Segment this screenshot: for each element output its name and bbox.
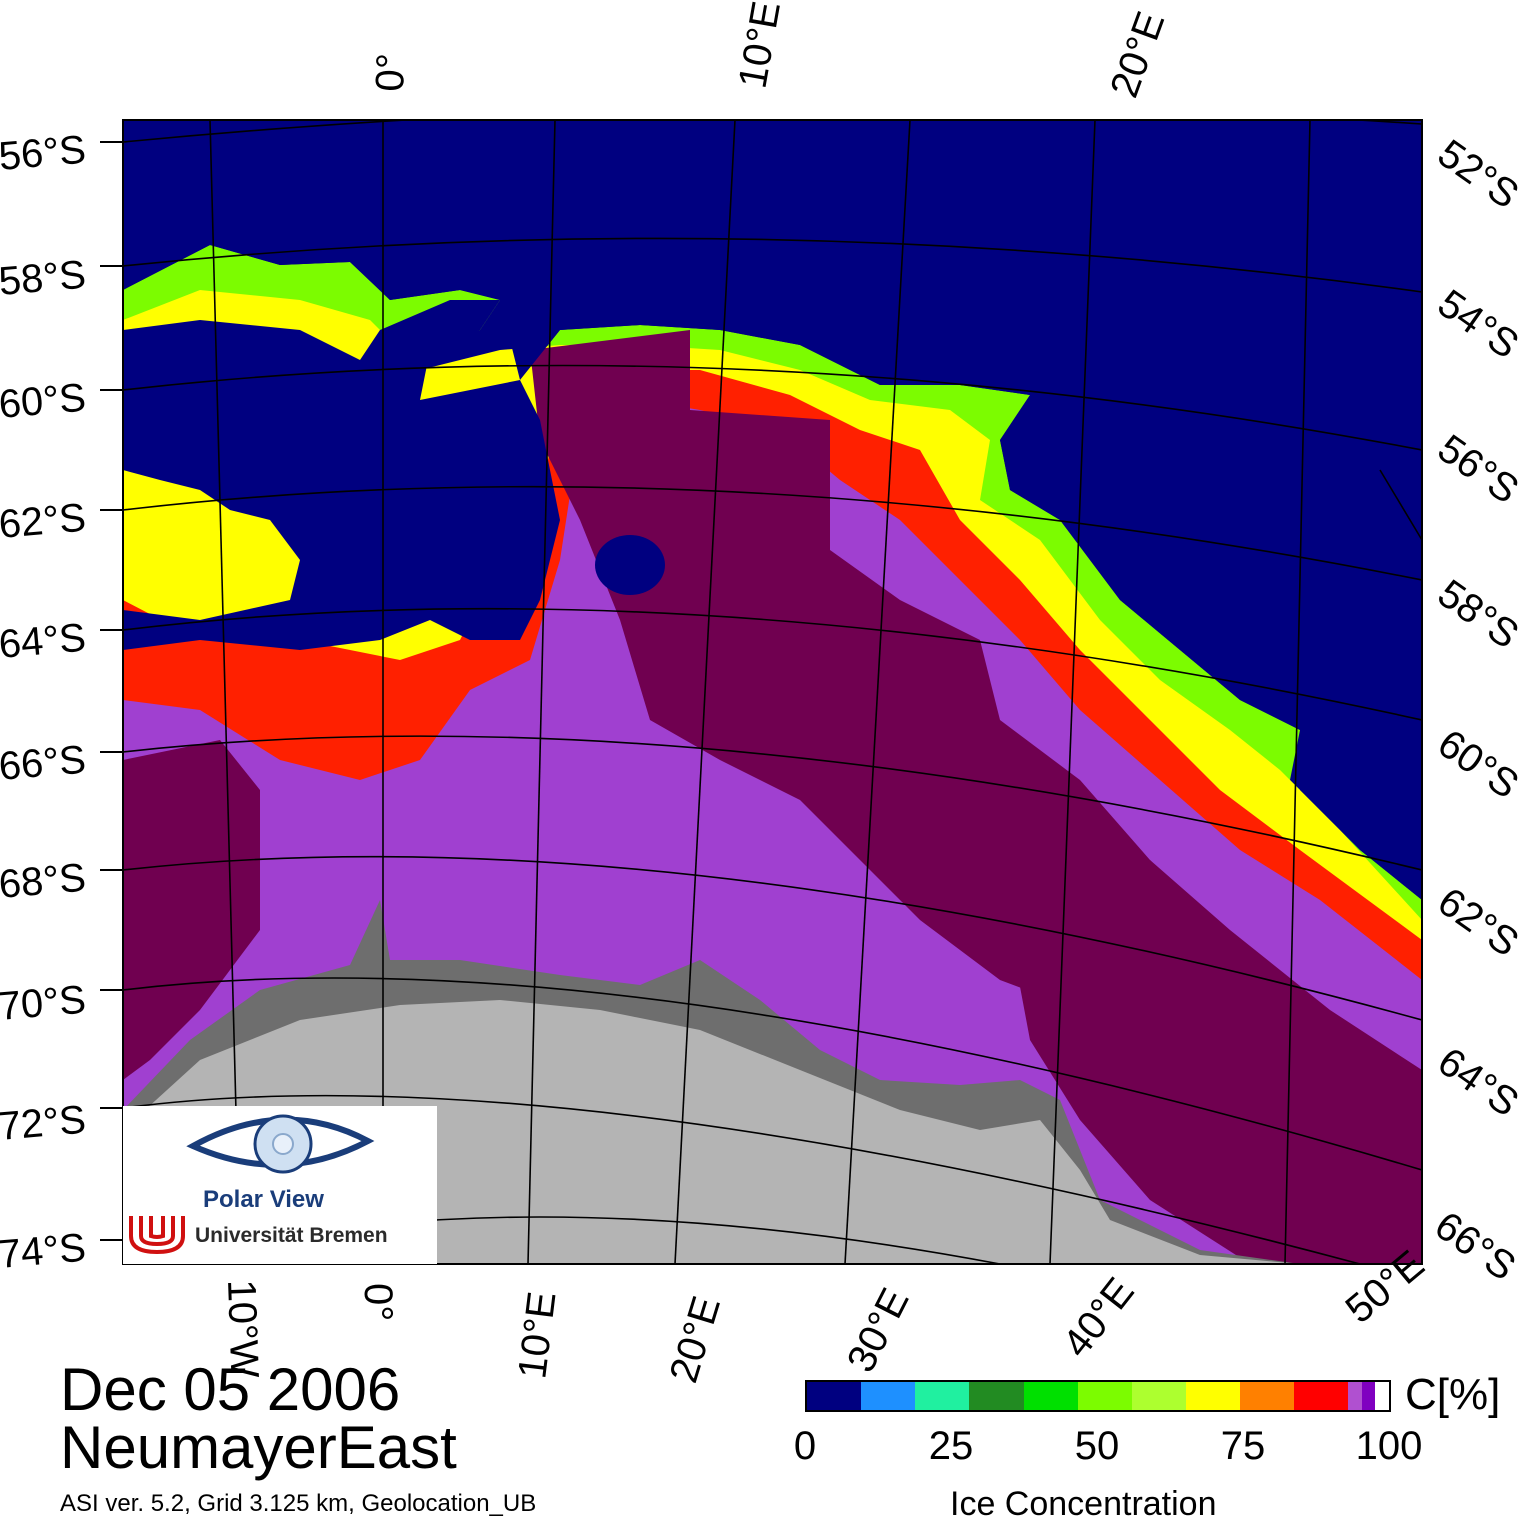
map-date: Dec 05 2006 <box>60 1356 401 1423</box>
eye-icon <box>186 1114 375 1174</box>
lat-label: 66°S <box>1427 1203 1524 1289</box>
lat-label: 54°S <box>1430 281 1527 367</box>
ice-full-pack <box>123 740 260 1080</box>
lon-label: 30°E <box>839 1281 918 1379</box>
colorbar-swatch <box>915 1382 970 1410</box>
lon-label: 0° <box>368 53 413 93</box>
colorbar-tick: 100 <box>1355 1424 1423 1468</box>
open-ocean <box>123 120 1422 900</box>
lat-label: 56°S <box>0 128 88 179</box>
lat-label: 66°S <box>0 738 88 789</box>
polar-view-logo: Polar View Universität Bremen <box>123 1106 437 1264</box>
open-water-polynya <box>595 535 665 595</box>
colorbar <box>805 1380 1391 1412</box>
lat-labels-left: 56°S 58°S 60°S 62°S 64°S 66°S 68°S 70°S … <box>0 128 88 1277</box>
lon-labels-top: 0° 10°E 20°E <box>368 0 1173 103</box>
lon-label: 20°E <box>662 1291 730 1387</box>
colorbar-swatch <box>807 1382 862 1410</box>
colorbar-swatch <box>861 1382 916 1410</box>
lat-label: 62°S <box>1430 879 1527 965</box>
lat-label: 62°S <box>0 496 88 547</box>
lat-label: 58°S <box>1430 571 1527 657</box>
lat-label: 64°S <box>1430 1039 1527 1125</box>
lat-label: 56°S <box>1430 426 1527 512</box>
colorbar-swatch <box>1023 1382 1078 1410</box>
colorbar-swatch <box>1131 1382 1186 1410</box>
colorbar-swatch <box>1348 1382 1362 1410</box>
colorbar-swatch <box>1185 1382 1241 1410</box>
lon-label: 10°E <box>510 1289 564 1381</box>
colorbar-legend: C[%] 0 25 50 75 100 Ice Concentration <box>794 1370 1500 1523</box>
colorbar-swatch <box>1240 1382 1295 1410</box>
graticule <box>123 120 1422 1264</box>
lat-label: 74°S <box>0 1226 88 1277</box>
colorbar-tick: 25 <box>928 1424 974 1468</box>
map-frame <box>122 119 1423 1265</box>
lon-label: 0° <box>356 1283 400 1321</box>
open-water-polynya <box>123 300 560 650</box>
lat-labels-right: 52°S 54°S 56°S 58°S 60°S 62°S 64°S 66°S <box>1427 131 1527 1289</box>
colorbar-tick: 0 <box>793 1424 817 1468</box>
lat-label: 70°S <box>0 978 88 1029</box>
lon-label: 10°E <box>731 0 789 92</box>
region-name: NeumayerEast <box>60 1414 457 1481</box>
colorbar-swatch <box>1375 1382 1389 1410</box>
logo-title: Polar View <box>203 1186 324 1213</box>
lon-label: 40°E <box>1054 1270 1142 1366</box>
colorbar-swatch <box>1077 1382 1132 1410</box>
lat-label: 60°S <box>0 376 88 427</box>
lon-label: 20°E <box>1102 6 1173 103</box>
lat-label: 68°S <box>0 856 88 907</box>
lat-label: 72°S <box>0 1098 88 1149</box>
colorbar-swatch <box>1361 1382 1376 1410</box>
lon-label: 10°W <box>219 1279 266 1379</box>
colorbar-unit: C[%] <box>1405 1370 1501 1419</box>
colorbar-tick: 50 <box>1074 1424 1120 1468</box>
logo-org: Universität Bremen <box>195 1224 388 1247</box>
colorbar-ticks: 0 25 50 75 100 <box>794 1424 1423 1474</box>
lat-label: 64°S <box>0 616 88 667</box>
lat-label: 58°S <box>0 253 88 304</box>
lat-label: 60°S <box>1430 721 1527 807</box>
colorbar-swatch <box>969 1382 1024 1410</box>
university-bremen-icon <box>129 1216 185 1254</box>
colorbar-title: Ice Concentration <box>950 1485 1217 1523</box>
credits-text: ASI ver. 5.2, Grid 3.125 km, Geolocation… <box>60 1490 537 1517</box>
lat-label: 52°S <box>1430 131 1527 217</box>
ice-full-pack <box>1000 860 1422 1264</box>
colorbar-swatch <box>1294 1382 1349 1410</box>
tick-marks <box>100 141 123 1241</box>
colorbar-tick: 75 <box>1220 1424 1266 1468</box>
